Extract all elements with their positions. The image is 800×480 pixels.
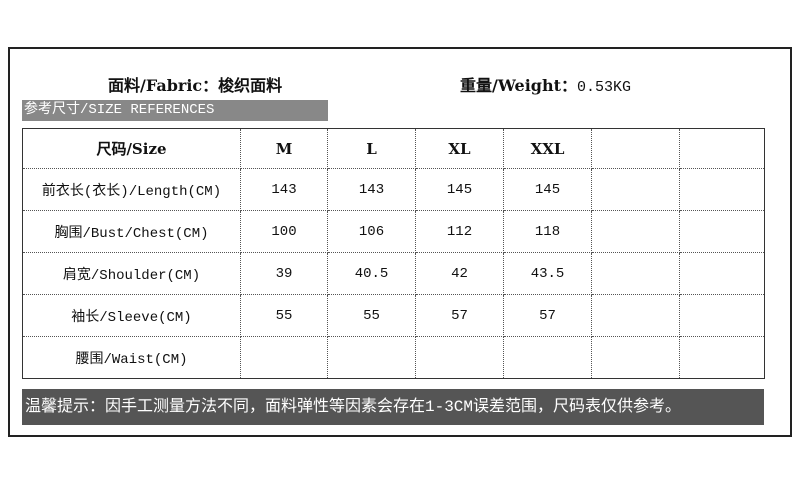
section-title: 参考尺寸/SIZE REFERENCES (22, 100, 328, 121)
table-cell (679, 210, 765, 253)
table-cell: 100 (240, 210, 328, 253)
table-cell: 57 (503, 294, 592, 337)
row-label: 腰围/Waist(CM) (22, 336, 241, 379)
row-label: 尺码/Size (22, 128, 241, 169)
table-row: 胸围/Bust/Chest(CM) 100 106 112 118 (22, 210, 765, 253)
table-cell: 55 (240, 294, 328, 337)
table-cell: 118 (503, 210, 592, 253)
disclaimer-note: 温馨提示：因手工测量方法不同，面料弹性等因素会存在1-3CM误差范围，尺码表仅供… (22, 389, 764, 425)
fabric-label: 面料/Fabric： (108, 76, 219, 95)
table-cell (240, 336, 328, 379)
table-cell (591, 128, 680, 169)
weight-info: 重量/Weight：0.53KG (460, 72, 631, 96)
row-label: 胸围/Bust/Chest(CM) (22, 210, 241, 253)
fabric-info: 面料/Fabric：梭织面料 (108, 72, 282, 96)
row-label: 前衣长(衣长)/Length(CM) (22, 168, 241, 211)
table-row: 袖长/Sleeve(CM) 55 55 57 57 (22, 294, 765, 337)
table-row: 肩宽/Shoulder(CM) 39 40.5 42 43.5 (22, 252, 765, 295)
table-cell: 143 (240, 168, 328, 211)
table-cell: 106 (327, 210, 416, 253)
table-cell: 43.5 (503, 252, 592, 295)
table-cell: M (240, 128, 328, 169)
size-chart-frame (8, 47, 792, 437)
table-cell: XXL (503, 128, 592, 169)
table-cell (679, 168, 765, 211)
row-label: 袖长/Sleeve(CM) (22, 294, 241, 337)
table-cell: 55 (327, 294, 416, 337)
table-cell (591, 168, 680, 211)
table-cell: 40.5 (327, 252, 416, 295)
table-cell (591, 294, 680, 337)
table-cell (679, 252, 765, 295)
table-cell: 39 (240, 252, 328, 295)
fabric-value: 梭织面料 (218, 76, 283, 95)
table-cell (591, 336, 680, 379)
table-row: 腰围/Waist(CM) (22, 336, 765, 379)
table-cell: 112 (415, 210, 504, 253)
table-cell (415, 336, 504, 379)
weight-value: 0.53KG (576, 79, 631, 96)
table-cell (591, 210, 680, 253)
size-table: 尺码/Size M L XL XXL 前衣长(衣长)/Length(CM) 143 143 14… (22, 128, 765, 379)
table-cell: L (327, 128, 416, 169)
table-cell (503, 336, 592, 379)
table-cell: 42 (415, 252, 504, 295)
table-cell (327, 336, 416, 379)
weight-label: 重量/Weight： (460, 76, 577, 95)
table-header-row: 尺码/Size M L XL XXL (22, 128, 765, 169)
row-label: 肩宽/Shoulder(CM) (22, 252, 241, 295)
table-cell: 145 (503, 168, 592, 211)
table-cell: XL (415, 128, 504, 169)
table-row: 前衣长(衣长)/Length(CM) 143 143 145 145 (22, 168, 765, 211)
table-cell: 145 (415, 168, 504, 211)
table-cell (591, 252, 680, 295)
table-cell: 143 (327, 168, 416, 211)
table-cell (679, 128, 765, 169)
table-cell (679, 336, 765, 379)
table-cell: 57 (415, 294, 504, 337)
table-cell (679, 294, 765, 337)
